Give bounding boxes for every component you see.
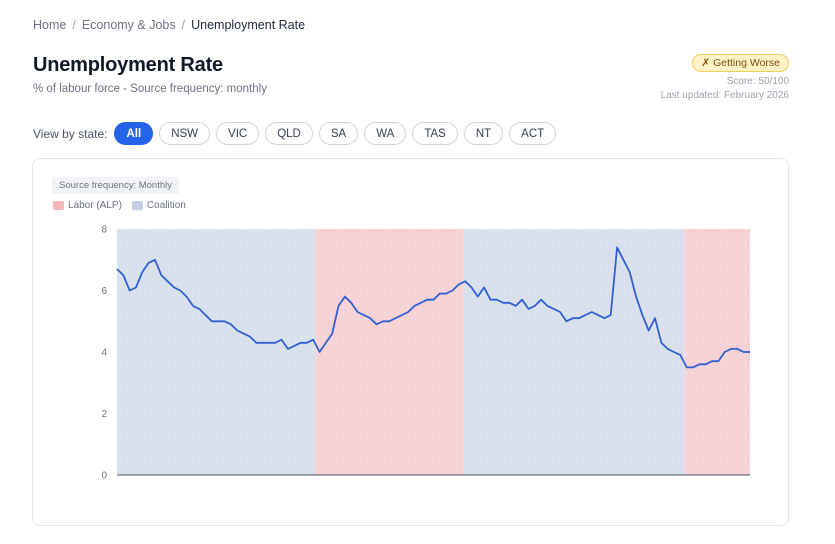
legend-item-coalition[interactable]: Coalition — [131, 200, 186, 211]
state-filter: View by state: All NSW VIC QLD SA WA TAS… — [33, 122, 557, 145]
legend-label: Coalition — [146, 200, 186, 211]
legend-label: Labor (ALP) — [68, 200, 122, 211]
breadcrumb-separator: / — [72, 18, 76, 32]
state-pill-nsw[interactable]: NSW — [159, 122, 211, 145]
last-updated-text: Last updated: February 2026 — [660, 90, 789, 101]
y-axis: 0 2 4 6 8 — [101, 225, 107, 482]
breadcrumb-home[interactable]: Home — [33, 18, 67, 32]
page-subtitle: % of labour force - Source frequency: mo… — [33, 83, 267, 95]
coalition-swatch-icon — [131, 201, 143, 210]
y-tick-label: 2 — [101, 409, 107, 420]
y-tick-label: 8 — [101, 225, 107, 236]
state-pill-all[interactable]: All — [114, 122, 154, 145]
state-pill-qld[interactable]: QLD — [265, 122, 313, 145]
unemployment-line — [116, 246, 750, 369]
state-pill-sa[interactable]: SA — [318, 122, 359, 145]
breadcrumb-current: Unemployment Rate — [191, 18, 306, 32]
breadcrumb-separator: / — [181, 18, 186, 32]
grid-dots — [117, 229, 750, 475]
state-filter-label: View by state: — [33, 126, 108, 141]
y-tick-label: 0 — [101, 471, 107, 482]
breadcrumb: Home / Economy & Jobs / Unemployment Rat… — [33, 18, 305, 32]
legend-item-labor[interactable]: Labor (ALP) — [53, 200, 122, 211]
status-badge-label: Getting Worse — [713, 57, 780, 69]
x-icon: ✗ — [701, 57, 711, 69]
status-badge: ✗ Getting Worse — [692, 54, 789, 72]
state-pill-act[interactable]: ACT — [509, 122, 557, 145]
y-tick-label: 6 — [101, 286, 107, 297]
state-pill-vic[interactable]: VIC — [216, 122, 260, 145]
breadcrumb-economy-jobs[interactable]: Economy & Jobs — [81, 18, 176, 32]
state-pill-wa[interactable]: WA — [364, 122, 407, 145]
y-tick-label: 4 — [101, 348, 107, 359]
labor-swatch-icon — [53, 201, 64, 210]
page-title: Unemployment Rate — [33, 54, 223, 76]
chart-legend: Labor (ALP) Coalition — [53, 200, 186, 211]
state-pill-nt[interactable]: NT — [463, 122, 504, 145]
frequency-tag: Source frequency: Monthly — [52, 177, 180, 194]
status-panel: ✗ Getting Worse Score: 50/100 Last updat… — [661, 53, 789, 101]
state-pill-tas[interactable]: TAS — [412, 122, 458, 145]
score-text: Score: 50/100 — [726, 76, 789, 87]
